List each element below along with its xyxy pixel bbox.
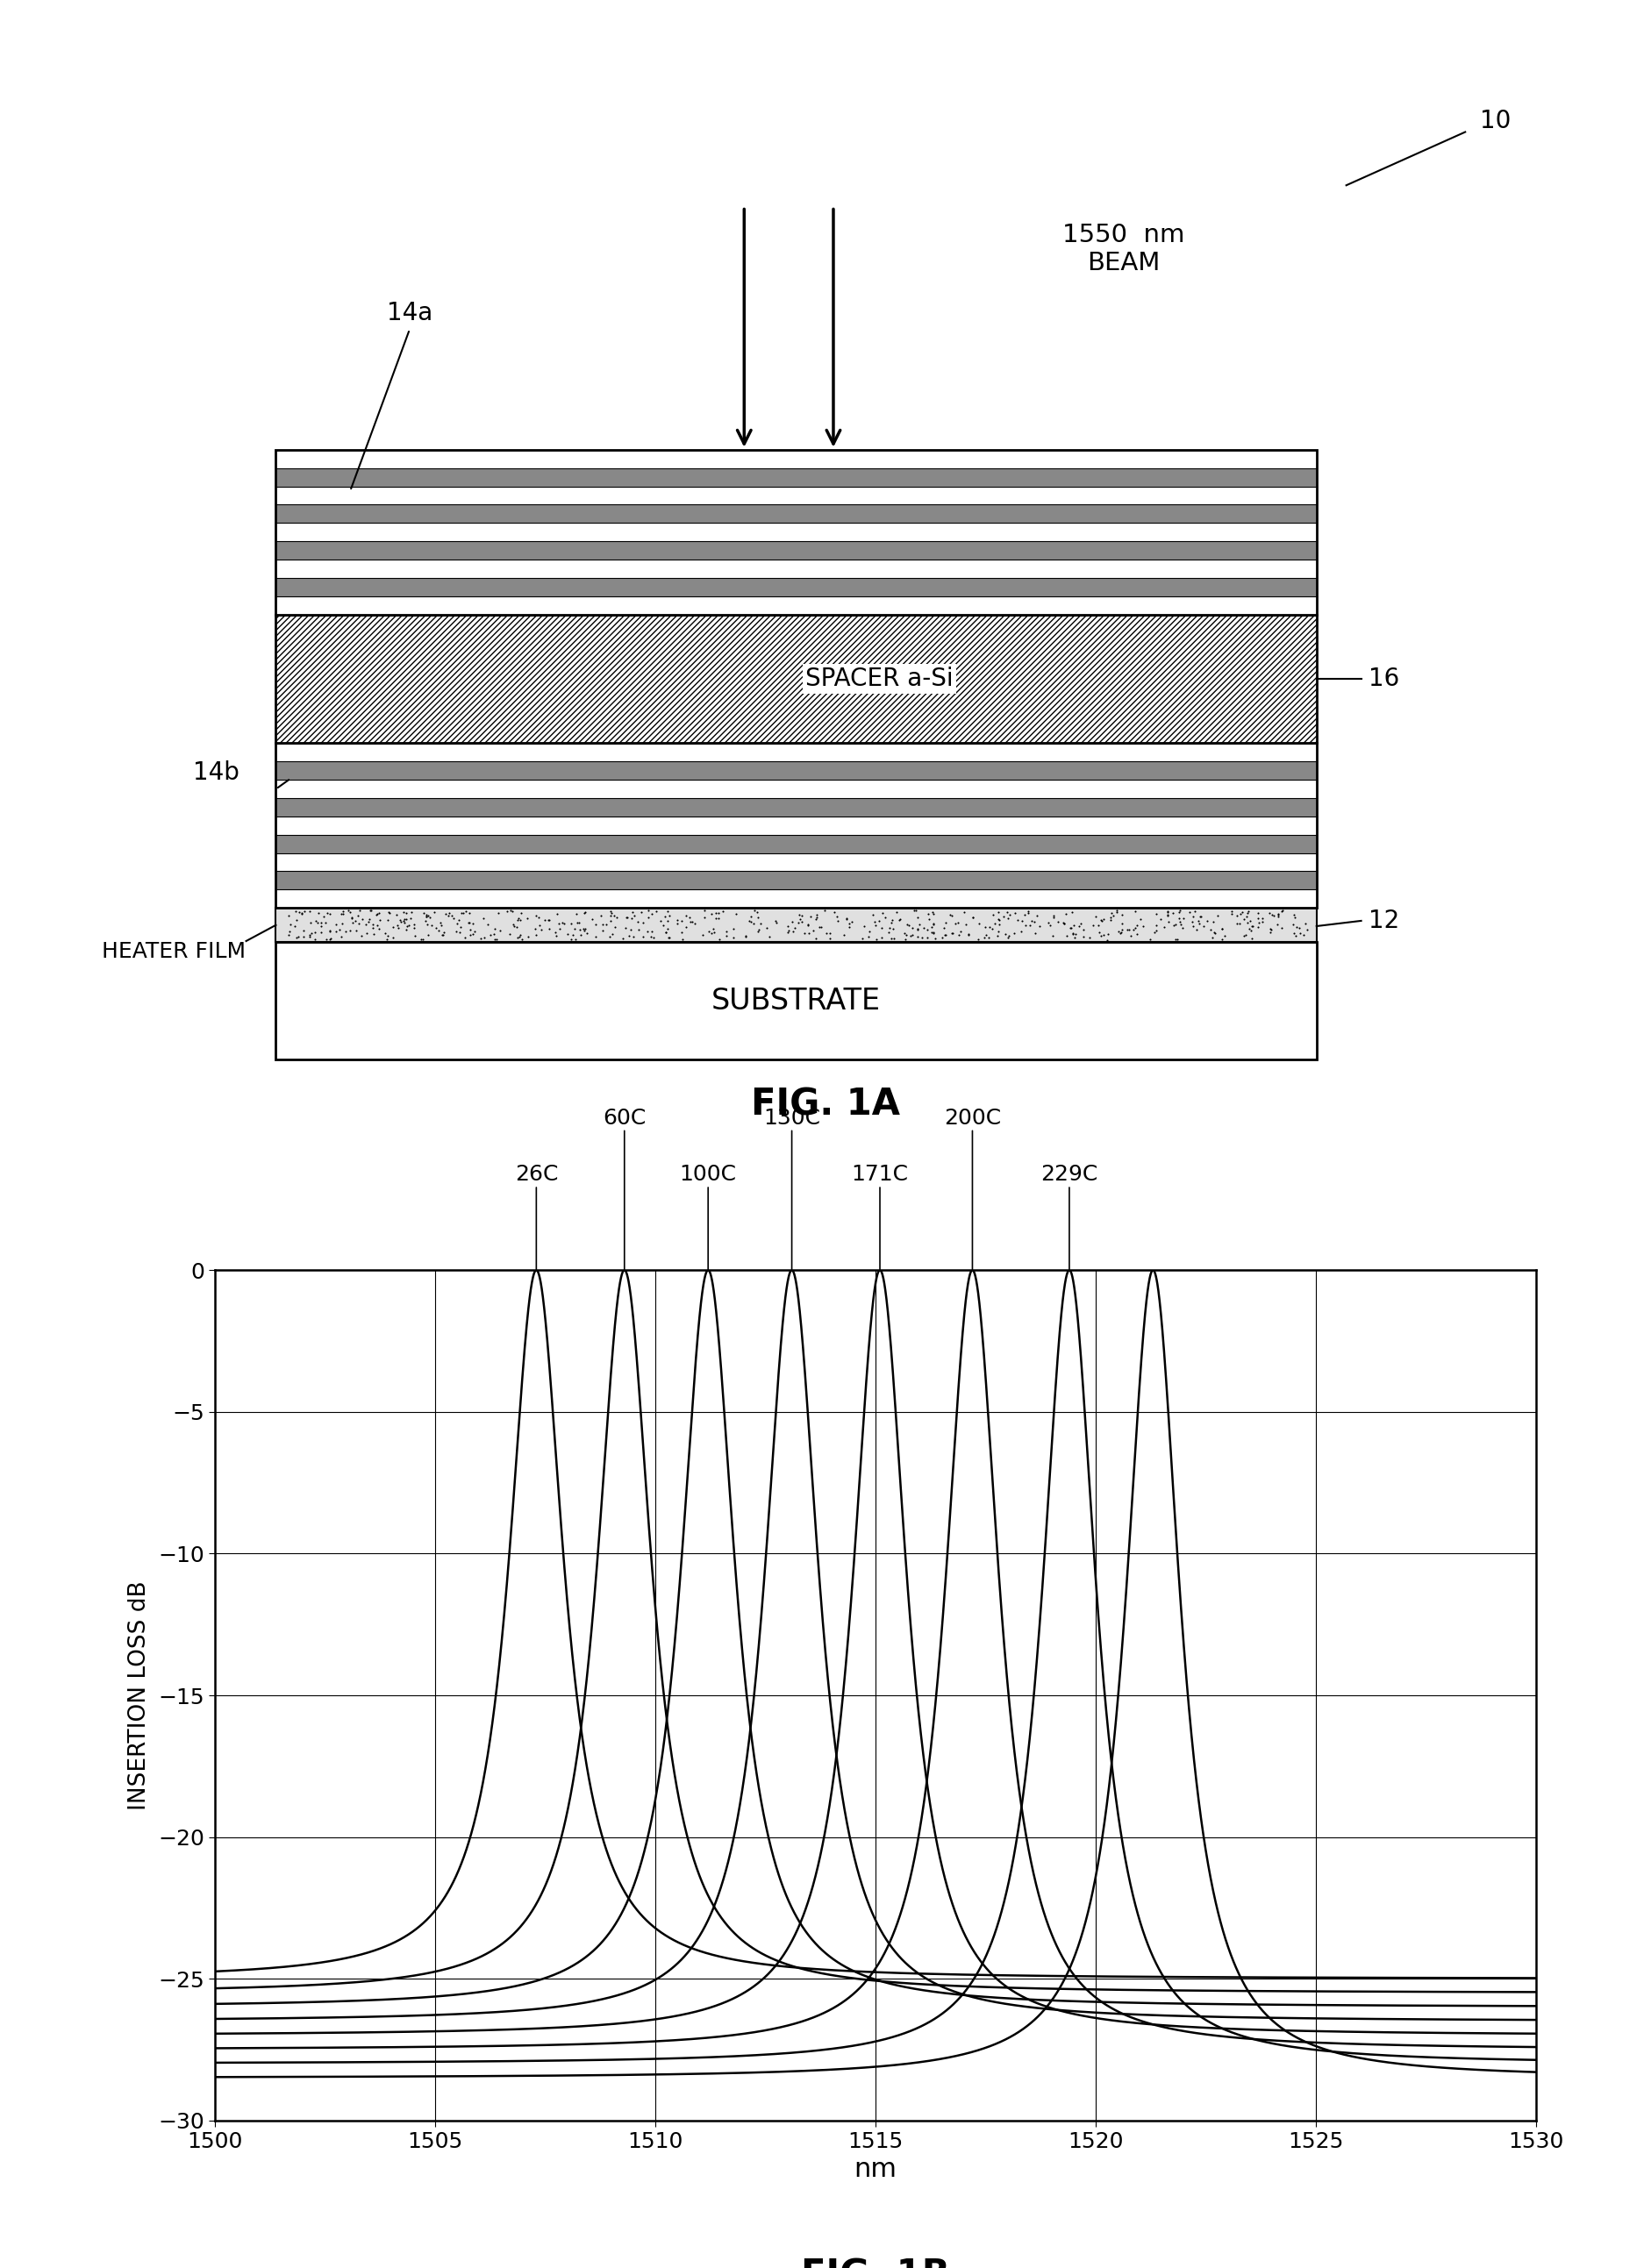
Bar xyxy=(276,524,1316,542)
Bar xyxy=(276,449,1316,615)
Text: 130C: 130C xyxy=(763,1107,821,1270)
Bar xyxy=(276,941,1316,1059)
Bar xyxy=(276,542,1316,560)
Y-axis label: INSERTION LOSS dB: INSERTION LOSS dB xyxy=(127,1581,150,1810)
X-axis label: nm: nm xyxy=(854,2157,896,2182)
Text: 171C: 171C xyxy=(850,1163,908,1270)
Text: HEATER FILM: HEATER FILM xyxy=(102,941,246,962)
Text: SUBSTRATE: SUBSTRATE xyxy=(712,987,880,1016)
Bar xyxy=(276,798,1316,816)
Bar xyxy=(276,907,1316,941)
Bar xyxy=(276,762,1316,780)
Bar xyxy=(276,835,1316,853)
Text: 26C: 26C xyxy=(515,1163,558,1270)
Bar xyxy=(276,853,1316,871)
Text: 1550  nm
BEAM: 1550 nm BEAM xyxy=(1062,222,1184,277)
Text: 16: 16 xyxy=(1369,667,1398,692)
Bar xyxy=(276,506,1316,524)
Bar xyxy=(276,485,1316,506)
Bar xyxy=(276,744,1316,907)
Text: SPACER a-Si: SPACER a-Si xyxy=(806,667,953,692)
Bar xyxy=(276,744,1316,762)
Text: 12: 12 xyxy=(1369,909,1398,932)
Text: 14b: 14b xyxy=(193,760,239,785)
Bar xyxy=(276,467,1316,485)
Bar xyxy=(276,871,1316,889)
Bar xyxy=(276,449,1316,467)
Bar xyxy=(276,560,1316,578)
Text: 100C: 100C xyxy=(679,1163,736,1270)
Bar xyxy=(276,780,1316,798)
Bar xyxy=(276,578,1316,596)
Text: 229C: 229C xyxy=(1040,1163,1098,1270)
Bar xyxy=(276,615,1316,744)
Bar xyxy=(276,816,1316,835)
Text: 60C: 60C xyxy=(603,1107,646,1270)
Text: FIG. 1A: FIG. 1A xyxy=(751,1086,900,1123)
Text: 200C: 200C xyxy=(943,1107,1001,1270)
Bar xyxy=(276,889,1316,907)
Text: 10: 10 xyxy=(1479,109,1511,134)
Text: 14a: 14a xyxy=(386,302,433,327)
Bar xyxy=(276,596,1316,615)
Text: FIG. 1B: FIG. 1B xyxy=(801,2257,949,2268)
